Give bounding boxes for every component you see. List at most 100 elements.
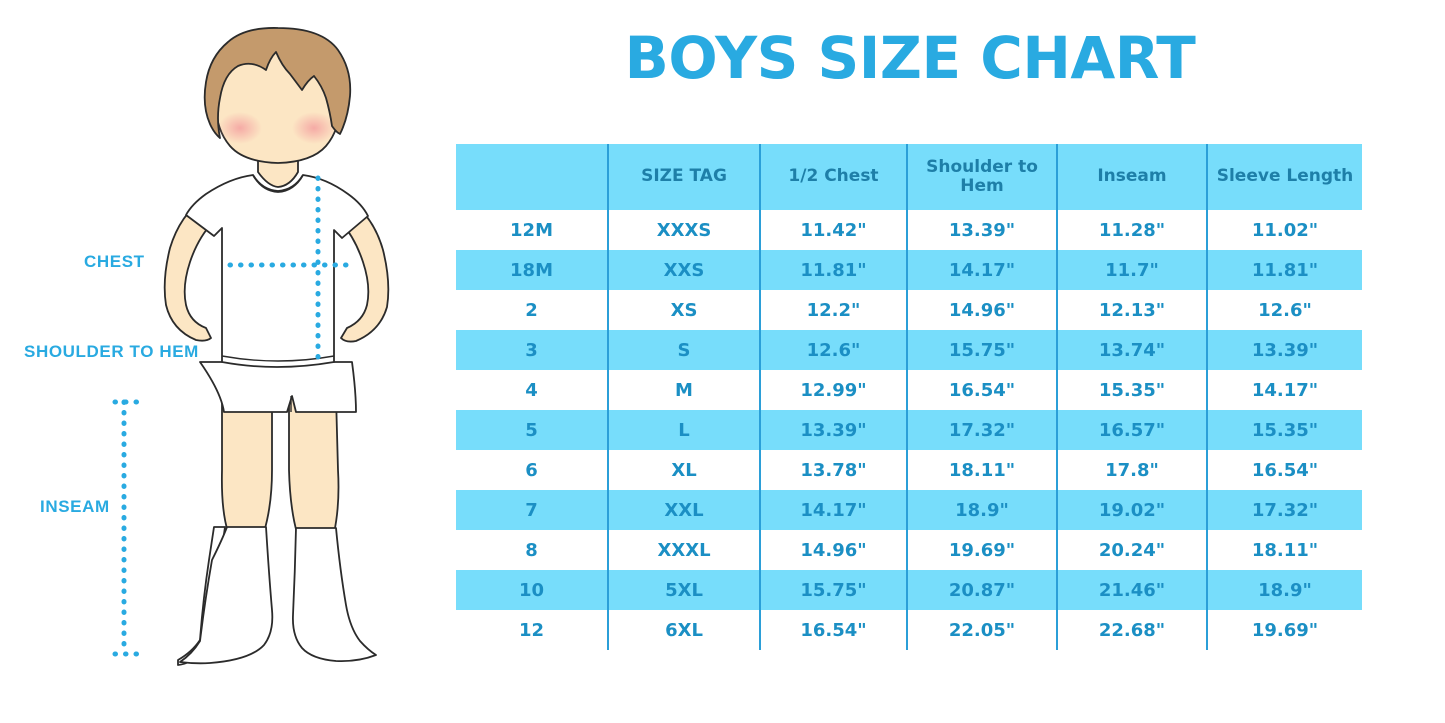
- cell-size-tag: 5XL: [607, 570, 760, 610]
- cell-shoulder-to-hem: 15.75": [906, 330, 1057, 370]
- cell-half-chest: 14.96": [759, 530, 907, 570]
- cell-sleeve-length: 13.39": [1206, 330, 1362, 370]
- column-header-shoulder-to-hem: Shoulder to Hem: [906, 144, 1057, 210]
- cell-sleeve-length: 11.81": [1206, 250, 1362, 290]
- cell-half-chest: 13.78": [759, 450, 907, 490]
- cell-size: 6: [456, 450, 608, 490]
- cell-shoulder-to-hem: 22.05": [906, 610, 1057, 650]
- left-boot-body: [179, 526, 274, 665]
- tshirt-collar: [252, 174, 304, 193]
- cell-size: 7: [456, 490, 608, 530]
- tshirt-hem: [221, 355, 335, 362]
- cell-size-tag: XXL: [607, 490, 760, 530]
- cell-inseam: 11.7": [1056, 250, 1207, 290]
- right-boot-body: [292, 527, 377, 663]
- cell-sleeve-length: 15.35": [1206, 410, 1362, 450]
- cell-inseam: 12.13": [1056, 290, 1207, 330]
- cell-half-chest: 12.99": [759, 370, 907, 410]
- cell-half-chest: 14.17": [759, 490, 907, 530]
- cell-inseam: 17.8": [1056, 450, 1207, 490]
- cell-size-tag: XS: [607, 290, 760, 330]
- cell-size: 3: [456, 330, 608, 370]
- table-body: 12M XXXS 11.42" 13.39" 11.28" 11.02" 18M XXS 11.…: [456, 210, 1362, 650]
- size-chart-table: SIZE TAG 1/2 Chest Shoulder to Hem Insea…: [456, 144, 1362, 650]
- cell-size-tag: M: [607, 370, 760, 410]
- column-header-size: [456, 144, 608, 210]
- cell-inseam: 15.35": [1056, 370, 1207, 410]
- cell-half-chest: 15.75": [759, 570, 907, 610]
- cell-half-chest: 13.39": [759, 410, 907, 450]
- cell-size: 2: [456, 290, 608, 330]
- cell-half-chest: 16.54": [759, 610, 907, 650]
- cell-half-chest: 11.42": [759, 210, 907, 250]
- cell-sleeve-length: 16.54": [1206, 450, 1362, 490]
- cell-shoulder-to-hem: 20.87": [906, 570, 1057, 610]
- table-row: 4 M 12.99" 16.54" 15.35" 14.17": [456, 370, 1362, 410]
- cell-shoulder-to-hem: 17.32": [906, 410, 1057, 450]
- cell-inseam: 11.28": [1056, 210, 1207, 250]
- cell-shoulder-to-hem: 19.69": [906, 530, 1057, 570]
- boy-figure-illustration: [112, 27, 390, 666]
- cell-sleeve-length: 12.6": [1206, 290, 1362, 330]
- cell-shoulder-to-hem: 14.17": [906, 250, 1057, 290]
- shorts: [199, 361, 357, 413]
- hair: [203, 27, 352, 139]
- cell-size: 18M: [456, 250, 608, 290]
- cell-size-tag: S: [607, 330, 760, 370]
- cell-shoulder-to-hem: 14.96": [906, 290, 1057, 330]
- table-row: 18M XXS 11.81" 14.17" 11.7" 11.81": [456, 250, 1362, 290]
- table-row: 10 5XL 15.75" 20.87" 21.46" 18.9": [456, 570, 1362, 610]
- right-arm: [340, 199, 390, 343]
- table-header: SIZE TAG 1/2 Chest Shoulder to Hem Insea…: [456, 144, 1362, 210]
- cell-size: 8: [456, 530, 608, 570]
- cell-shoulder-to-hem: 13.39": [906, 210, 1057, 250]
- page-title: BOYS SIZE CHART: [624, 24, 1196, 92]
- cell-size-tag: L: [607, 410, 760, 450]
- table-row: 12M XXXS 11.42" 13.39" 11.28" 11.02": [456, 210, 1362, 250]
- cell-size: 12: [456, 610, 608, 650]
- cell-sleeve-length: 18.11": [1206, 530, 1362, 570]
- table-row: 8 XXXL 14.96" 19.69" 20.24" 18.11": [456, 530, 1362, 570]
- table-row: 12 6XL 16.54" 22.05" 22.68" 19.69": [456, 610, 1362, 650]
- cell-size: 4: [456, 370, 608, 410]
- cell-half-chest: 12.6": [759, 330, 907, 370]
- cell-size-tag: XXXL: [607, 530, 760, 570]
- cell-size-tag: XXS: [607, 250, 760, 290]
- cell-shoulder-to-hem: 16.54": [906, 370, 1057, 410]
- cell-inseam: 16.57": [1056, 410, 1207, 450]
- cell-inseam: 19.02": [1056, 490, 1207, 530]
- cell-half-chest: 12.2": [759, 290, 907, 330]
- figure-group: [112, 27, 390, 666]
- chest-label: CHEST: [84, 252, 145, 271]
- cell-size: 12M: [456, 210, 608, 250]
- table-row: 2 XS 12.2" 14.96" 12.13" 12.6": [456, 290, 1362, 330]
- right-leg-skin: [288, 395, 340, 534]
- table-row: 7 XXL 14.17" 18.9" 19.02" 17.32": [456, 490, 1362, 530]
- inseam-label: INSEAM: [40, 497, 110, 516]
- cell-inseam: 21.46": [1056, 570, 1207, 610]
- cell-size-tag: XL: [607, 450, 760, 490]
- cell-half-chest: 11.81": [759, 250, 907, 290]
- cell-shoulder-to-hem: 18.9": [906, 490, 1057, 530]
- column-header-half-chest: 1/2 Chest: [759, 144, 907, 210]
- table-row: 5 L 13.39" 17.32" 16.57" 15.35": [456, 410, 1362, 450]
- cell-sleeve-length: 14.17": [1206, 370, 1362, 410]
- table-row: 6 XL 13.78" 18.11" 17.8" 16.54": [456, 450, 1362, 490]
- column-header-size-tag: SIZE TAG: [607, 144, 760, 210]
- cell-inseam: 22.68": [1056, 610, 1207, 650]
- left-arm: [163, 196, 214, 342]
- column-header-sleeve-length: Sleeve Length: [1206, 144, 1362, 210]
- shoulder-to-hem-label: SHOULDER TO HEM: [24, 342, 199, 361]
- cell-sleeve-length: 19.69": [1206, 610, 1362, 650]
- cell-size-tag: 6XL: [607, 610, 760, 650]
- cheek-left: [218, 112, 262, 144]
- cell-shoulder-to-hem: 18.11": [906, 450, 1057, 490]
- cell-size: 5: [456, 410, 608, 450]
- table-header-row: SIZE TAG 1/2 Chest Shoulder to Hem Insea…: [456, 144, 1362, 210]
- table-row: 3 S 12.6" 15.75" 13.74" 13.39": [456, 330, 1362, 370]
- cell-inseam: 13.74": [1056, 330, 1207, 370]
- column-header-inseam: Inseam: [1056, 144, 1207, 210]
- left-leg-skin: [220, 394, 273, 533]
- cell-sleeve-length: 17.32": [1206, 490, 1362, 530]
